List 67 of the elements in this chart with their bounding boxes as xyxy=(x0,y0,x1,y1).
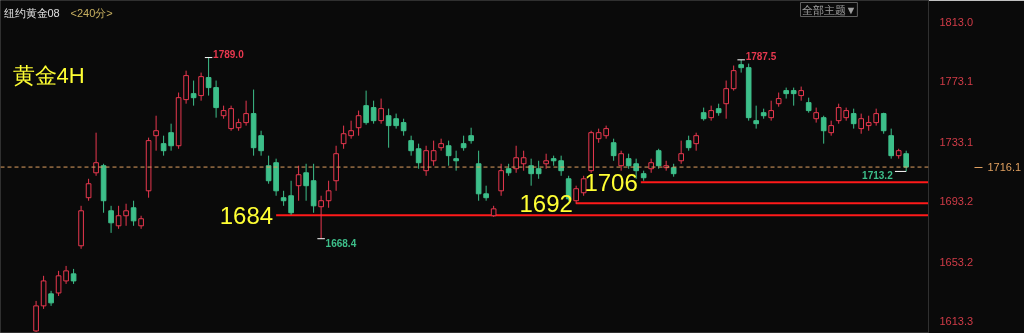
annotation: 1789.0 xyxy=(213,48,245,60)
candlestick xyxy=(123,203,129,227)
text: <240分> xyxy=(70,6,113,19)
candlestick xyxy=(580,175,587,197)
candlestick xyxy=(888,128,895,160)
candlestick xyxy=(318,195,324,240)
candlestick xyxy=(618,150,624,172)
candlestick xyxy=(610,138,617,162)
candlestick xyxy=(355,110,362,137)
ref-line-label: 1684 xyxy=(219,201,274,229)
ref-line-label: 1716.1 xyxy=(987,161,1022,174)
text: 纽约黄金08 xyxy=(3,6,60,19)
candlestick xyxy=(820,115,827,145)
candlestick xyxy=(243,100,249,127)
candlestick xyxy=(850,108,857,130)
candlestick xyxy=(153,115,159,152)
candlestick xyxy=(108,205,114,234)
candlestick xyxy=(730,65,737,92)
annotation: 1787.5 xyxy=(745,50,777,62)
candlestick xyxy=(790,87,797,107)
candlestick xyxy=(723,80,729,120)
candlestick xyxy=(303,163,309,202)
candlestick xyxy=(130,200,137,227)
candlestick xyxy=(520,150,527,172)
candlestick xyxy=(513,145,519,174)
annotation: 1668.4 xyxy=(325,237,357,249)
candlestick xyxy=(468,127,474,145)
y-tick-label: 1773.1 xyxy=(939,75,974,88)
candlestick xyxy=(438,138,444,152)
candlestick xyxy=(678,140,684,165)
candlestick xyxy=(573,185,579,205)
candlestick xyxy=(543,153,549,170)
y-tick-label: 1613.3 xyxy=(939,315,974,328)
candlestick xyxy=(378,98,384,125)
annotation: 1713.2 xyxy=(862,170,894,182)
candlestick xyxy=(753,105,759,130)
candlestick xyxy=(858,113,865,135)
candlestick xyxy=(408,135,414,157)
candlestick xyxy=(445,140,452,167)
candlestick xyxy=(693,132,699,152)
annotation: 黄金4H xyxy=(12,63,85,88)
annotation: 全部主题▼ xyxy=(801,3,857,16)
y-tick-label: 1813.0 xyxy=(939,15,974,28)
candlestick xyxy=(655,148,662,170)
candlestick xyxy=(415,143,422,170)
candlestick xyxy=(325,180,332,209)
candlestick xyxy=(85,178,92,202)
candlestick xyxy=(198,72,204,102)
y-tick-label: 1733.1 xyxy=(939,135,974,148)
y-tick-label: 1693.2 xyxy=(939,195,974,208)
candlestick xyxy=(363,90,369,126)
candlestick xyxy=(453,150,459,172)
candlestick xyxy=(768,100,774,122)
candlestick xyxy=(430,140,437,167)
ref-line-label: 1706 xyxy=(584,168,638,196)
candlestick xyxy=(295,165,302,202)
candlestick xyxy=(535,160,542,180)
candlestick xyxy=(498,163,504,197)
candlestick xyxy=(423,145,429,177)
candlestick xyxy=(93,132,99,177)
candlestick xyxy=(528,158,534,187)
y-tick-label: 1653.2 xyxy=(939,255,974,268)
candlestick xyxy=(115,205,122,230)
ref-line-label: 1692 xyxy=(519,189,573,217)
candlestick xyxy=(370,100,377,125)
candlestick xyxy=(190,80,197,107)
candlestick xyxy=(903,150,910,172)
